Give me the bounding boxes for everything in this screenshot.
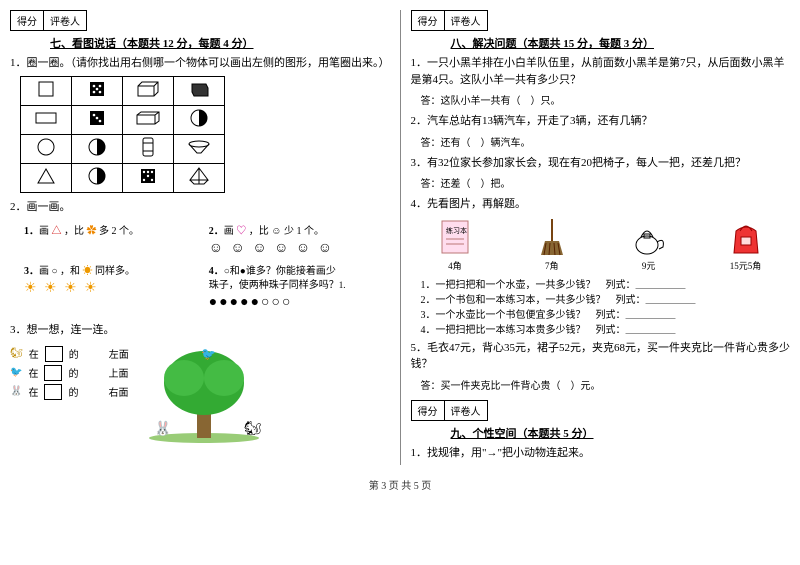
- q3-text: 3．想一想，连一连。: [10, 322, 390, 339]
- grader-label: 评卷人: [44, 10, 87, 31]
- p9: 1．找规律，用"→"把小动物连起来。: [411, 445, 791, 462]
- score-box-9: 得分 评卷人: [411, 400, 791, 421]
- svg-text:🐰: 🐰: [154, 420, 171, 437]
- page-footer: 第 3 页 共 5 页: [10, 477, 790, 492]
- draw2-text: 2．画 ♡ ，比 ☺ 少 1 个。: [209, 225, 386, 239]
- score-box: 得分 评卷人: [10, 10, 390, 31]
- p5: 5．毛衣47元，背心35元，裙子52元，夹克68元，买一件夹克比一件背心贵多少钱…: [411, 340, 791, 373]
- q1-text: 1．圈一圈。（请你找出用右侧哪一个物体可以画出左侧的图形，用笔圈出来。）: [10, 55, 390, 72]
- dots-row: ●●●●●○○○: [209, 293, 386, 313]
- score-box-r: 得分 评卷人: [411, 10, 791, 31]
- suns-row: ☀ ☀ ☀ ☀: [24, 279, 201, 299]
- q2-text: 2．画一画。: [10, 199, 390, 216]
- shape-match-table: [20, 76, 225, 193]
- draw-grid: 1．画 △ ，比 ✿ 多 2 个。 2．画 ♡ ，比 ☺ 少 1 个。 ☺ ☺ …: [20, 221, 390, 316]
- smileys-row: ☺ ☺ ☺ ☺ ☺ ☺: [209, 239, 386, 259]
- a1: 答：这队小羊一共有（ ）只。: [421, 92, 791, 107]
- section-8-title: 八、解决问题（本题共 15 分，每题 3 分）: [451, 35, 791, 51]
- item-kettle: 9元: [604, 217, 693, 272]
- connect-left: 🐿 在 的 左面 🐦 在 的 上面 🐰 在 的 右面: [10, 343, 129, 403]
- items-row: 练习本 4角 7角 9元 15元5角: [411, 217, 791, 272]
- p3: 3．有32位家长参加家长会，现在有20把椅子，每人一把，还差几把？: [411, 155, 791, 172]
- svg-text:🐿: 🐿: [244, 421, 262, 437]
- sub1: 1．一把扫把和一个水壶，一共多少钱？ 列式：＿＿＿＿＿: [421, 276, 791, 291]
- p2: 2．汽车总站有13辆汽车，开走了3辆，还有几辆？: [411, 113, 791, 130]
- svg-text:🐦: 🐦: [201, 347, 216, 361]
- sub3: 3．一个水壶比一个书包便宜多少钱？ 列式：＿＿＿＿＿: [421, 306, 791, 321]
- right-column: 得分 评卷人 八、解决问题（本题共 15 分，每题 3 分） 1．一只小黑羊排在…: [411, 10, 791, 465]
- svg-text:练习本: 练习本: [446, 226, 467, 235]
- left-column: 得分 评卷人 七、看图说话（本题共 12 分，每题 4 分） 1．圈一圈。（请你…: [10, 10, 390, 465]
- section-7-title: 七、看图说话（本题共 12 分，每题 4 分）: [50, 35, 390, 51]
- sub4: 4．一把扫把比一本练习本贵多少钱？ 列式：＿＿＿＿＿: [421, 321, 791, 336]
- item-notebook: 练习本 4角: [411, 217, 500, 272]
- tree-scene: 🐦 🐰 🐿: [139, 343, 269, 446]
- draw4b-text: 珠子，使两种珠子同样多吗？1.: [209, 279, 386, 293]
- a5: 答：买一件夹克比一件背心贵（ ）元。: [421, 377, 791, 392]
- draw4-text: 4．○和●谁多？你能接着画少: [209, 265, 386, 279]
- a2: 答：还有（ ）辆汽车。: [421, 134, 791, 149]
- score-label: 得分: [10, 10, 44, 31]
- sub2: 2．一个书包和一本练习本，一共多少钱？ 列式：＿＿＿＿＿: [421, 291, 791, 306]
- item-bag: 15元5角: [701, 217, 790, 272]
- p4: 4．先看图片，再解题。: [411, 196, 791, 213]
- section-9-title: 九、个性空间（本题共 5 分）: [451, 425, 791, 441]
- column-divider: [400, 10, 401, 465]
- item-broom: 7角: [507, 217, 596, 272]
- a3: 答：还差（ ）把。: [421, 175, 791, 190]
- score-label-r: 得分: [411, 10, 445, 31]
- grader-label-r: 评卷人: [445, 10, 488, 31]
- p1: 1．一只小黑羊排在小白羊队伍里，从前面数小黑羊是第7只，从后面数小黑羊是第4只。…: [411, 55, 791, 88]
- draw3-text: 3．画 ○ ，和 ☀ 同样多。: [24, 265, 201, 279]
- draw1-text: 1．画 △ ，比 ✿ 多 2 个。: [24, 225, 201, 239]
